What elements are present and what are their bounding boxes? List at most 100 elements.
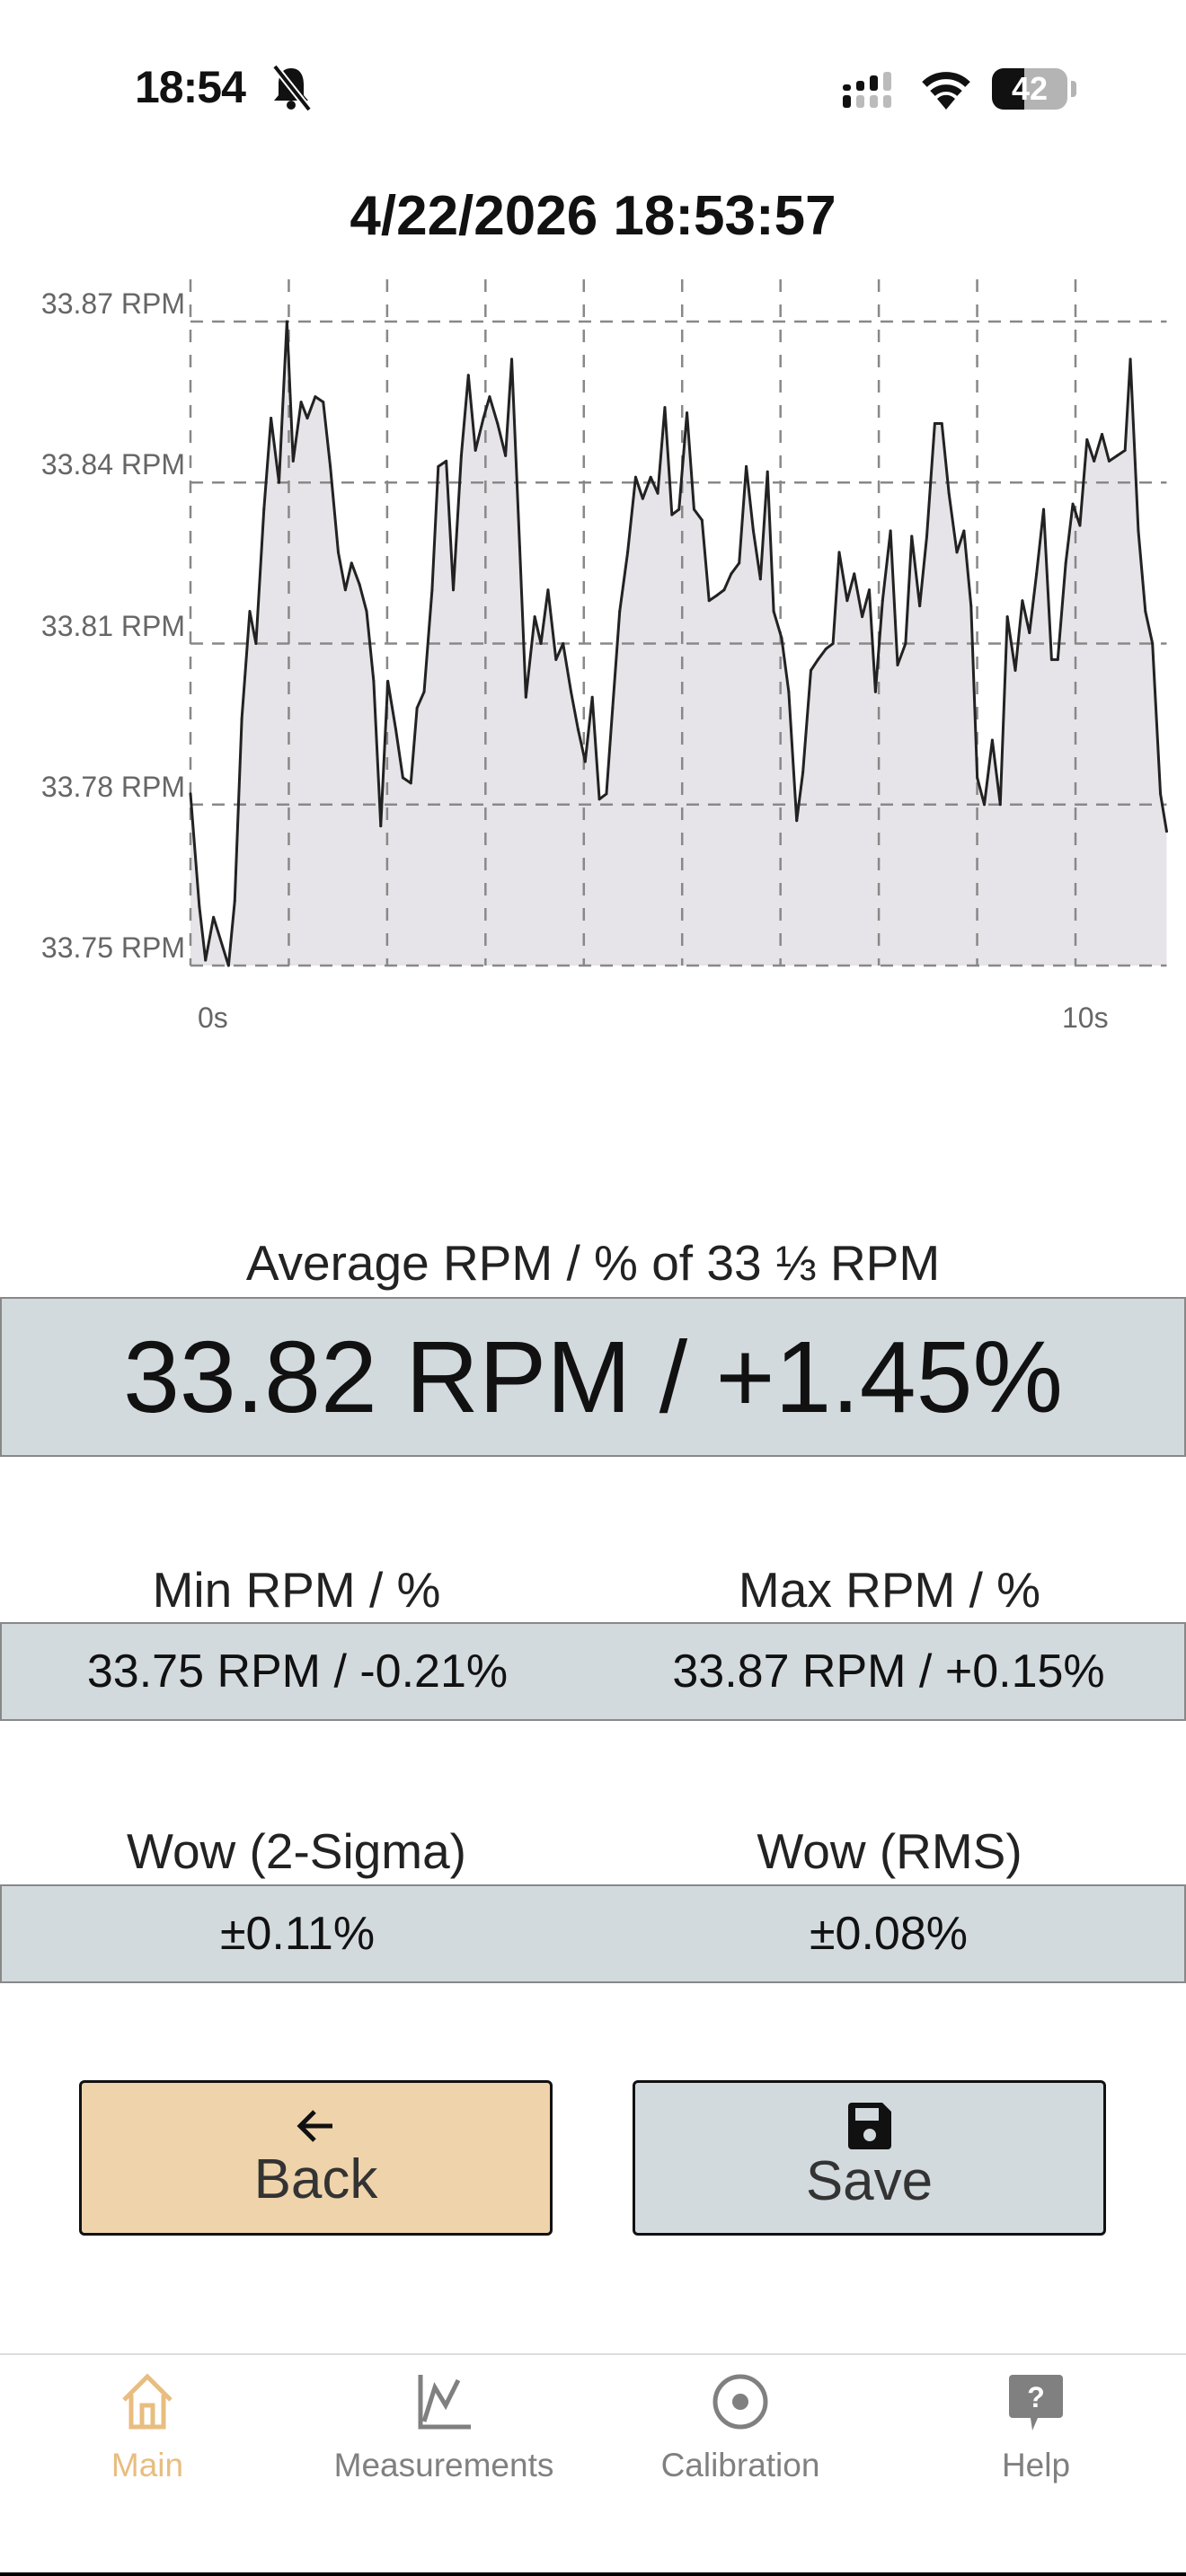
data-point [605, 792, 608, 796]
data-point [853, 572, 856, 576]
data-point [314, 395, 317, 399]
data-point [955, 551, 959, 554]
data-point [570, 690, 573, 693]
data-point [983, 803, 987, 807]
data-point [707, 599, 711, 603]
data-point [350, 561, 353, 565]
data-point [1056, 657, 1059, 661]
target-icon [712, 2374, 768, 2430]
data-point [962, 529, 966, 533]
data-point [379, 825, 383, 828]
data-point [1115, 454, 1119, 457]
data-point [925, 534, 929, 538]
data-point [969, 604, 973, 608]
data-point [772, 610, 775, 613]
data-point [430, 588, 434, 592]
max-label: Max RPM / % [738, 1562, 1041, 1618]
status-time: 18:54 [135, 62, 246, 112]
back-button[interactable]: Back [79, 2080, 553, 2236]
data-point [583, 760, 587, 763]
data-point [845, 599, 849, 603]
y-tick-label: 33.84 RPM [40, 448, 185, 481]
data-point [329, 464, 332, 468]
battery-level: 42 [1011, 70, 1049, 107]
data-point [504, 454, 508, 457]
data-point [947, 491, 951, 495]
data-point [1005, 615, 1009, 619]
data-point [189, 792, 192, 796]
data-point [896, 663, 899, 666]
data-point [254, 642, 258, 645]
tab-measurements[interactable]: Measurements [300, 2373, 588, 2484]
data-point [1128, 357, 1132, 361]
data-point [204, 958, 208, 962]
data-point [722, 588, 726, 592]
min-label: Min RPM / % [152, 1562, 441, 1618]
data-point [1042, 507, 1046, 511]
data-point [1151, 642, 1155, 645]
y-tick-label: 33.78 RPM [40, 770, 185, 803]
data-point [787, 690, 791, 693]
data-point [299, 401, 303, 404]
data-point [422, 690, 426, 693]
bottom-edge [0, 2572, 1186, 2576]
data-point [745, 464, 748, 468]
data-point [1085, 437, 1089, 441]
data-point [730, 572, 733, 576]
data-point [336, 551, 340, 554]
data-point [415, 706, 419, 710]
data-point [1013, 668, 1017, 672]
data-point [386, 679, 390, 683]
average-value: 33.82 RPM / +1.45% [123, 1320, 1063, 1434]
data-point [816, 657, 819, 661]
data-point [1107, 459, 1111, 463]
data-point [524, 695, 527, 699]
data-point [933, 422, 936, 426]
data-point [466, 374, 470, 377]
data-point [700, 518, 704, 522]
x-tick-label: 0s [198, 1001, 228, 1034]
data-point [656, 491, 659, 495]
y-tick-label: 33.75 RPM [40, 931, 185, 964]
tab-main[interactable]: Main [4, 2373, 291, 2484]
data-point [861, 615, 864, 619]
data-point [1159, 792, 1163, 796]
data-point [873, 690, 877, 693]
arrow-left-icon [296, 2110, 332, 2142]
save-button[interactable]: Save [633, 2080, 1106, 2236]
battery-cap [1071, 81, 1076, 97]
back-label: Back [253, 2148, 378, 2210]
data-point [677, 507, 681, 511]
data-point [358, 583, 361, 587]
tab-help[interactable]: ? Help [892, 2373, 1180, 2484]
page-title: 4/22/2026 18:53:57 [350, 185, 836, 247]
data-point [372, 679, 376, 683]
wow-rms-label: Wow (RMS) [757, 1823, 1022, 1879]
data-point [240, 717, 243, 720]
data-point [1028, 631, 1031, 635]
data-point [1035, 572, 1039, 576]
data-point [1093, 459, 1096, 463]
data-point [780, 637, 783, 640]
home-icon [122, 2373, 173, 2430]
data-point [649, 475, 652, 479]
data-point [795, 819, 799, 823]
data-point [562, 642, 565, 645]
data-point [1021, 599, 1024, 603]
data-point [738, 561, 741, 565]
data-point [437, 464, 440, 468]
tab-bar: Main Measurements Calibration ? Help [0, 2353, 1186, 2575]
data-point [1078, 524, 1082, 527]
y-tick-label: 33.87 RPM [40, 287, 185, 320]
data-point [554, 657, 558, 661]
data-point [459, 454, 463, 457]
data-point [686, 411, 689, 415]
data-point [1064, 561, 1067, 565]
data-point [715, 594, 719, 597]
data-point [576, 728, 580, 731]
data-point [918, 604, 922, 608]
tab-calibration[interactable]: Calibration [597, 2373, 884, 2484]
data-point [248, 610, 252, 613]
data-point [510, 357, 514, 361]
data-point [518, 545, 521, 549]
